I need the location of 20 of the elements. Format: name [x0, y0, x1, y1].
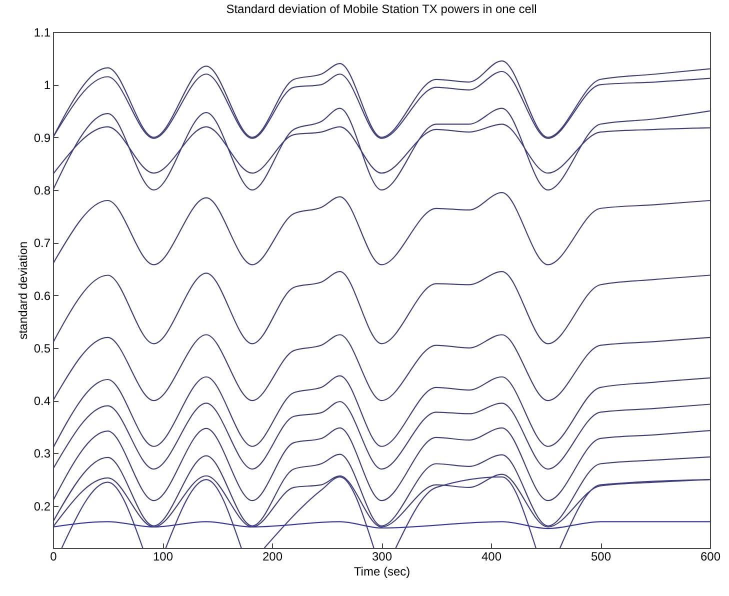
y-tick-label: 0.2 [34, 499, 51, 514]
y-tick-label: 0.9 [34, 130, 51, 145]
y-tick-label: 1.1 [34, 26, 51, 40]
x-tick-label: 200 [262, 550, 283, 564]
y-tick-label: 0.4 [34, 394, 51, 408]
y-axis-title: standard deviation [16, 241, 30, 340]
x-tick-label: 100 [152, 550, 174, 564]
y-tick-label: 0.5 [34, 341, 51, 356]
x-tick-label: 600 [700, 550, 721, 564]
y-tick-label: 0.6 [34, 288, 51, 303]
y-tick-label: 0.7 [34, 236, 51, 250]
x-tick-label: 400 [481, 550, 502, 564]
chart-title: Standard deviation of Mobile Station TX powers in one cell [226, 2, 537, 16]
x-tick-label: 300 [372, 550, 392, 564]
y-tick-label: 1 [44, 78, 51, 92]
x-tick-label: 500 [590, 550, 612, 564]
x-axis-title: Time (sec) [354, 564, 410, 578]
y-tick-label: 0.3 [34, 446, 51, 461]
x-tick-label: 0 [50, 550, 58, 564]
y-tick-label: 0.8 [34, 183, 51, 198]
